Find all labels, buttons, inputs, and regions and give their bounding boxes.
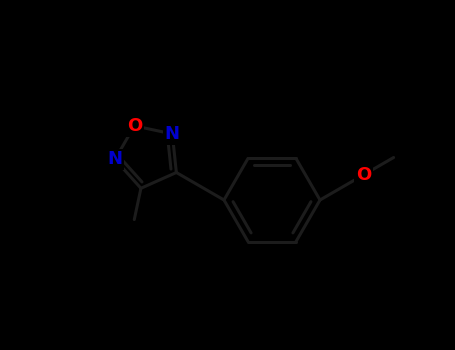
Text: O: O [127, 117, 142, 135]
Text: N: N [165, 125, 180, 143]
Text: O: O [356, 166, 371, 184]
Text: N: N [107, 150, 122, 168]
